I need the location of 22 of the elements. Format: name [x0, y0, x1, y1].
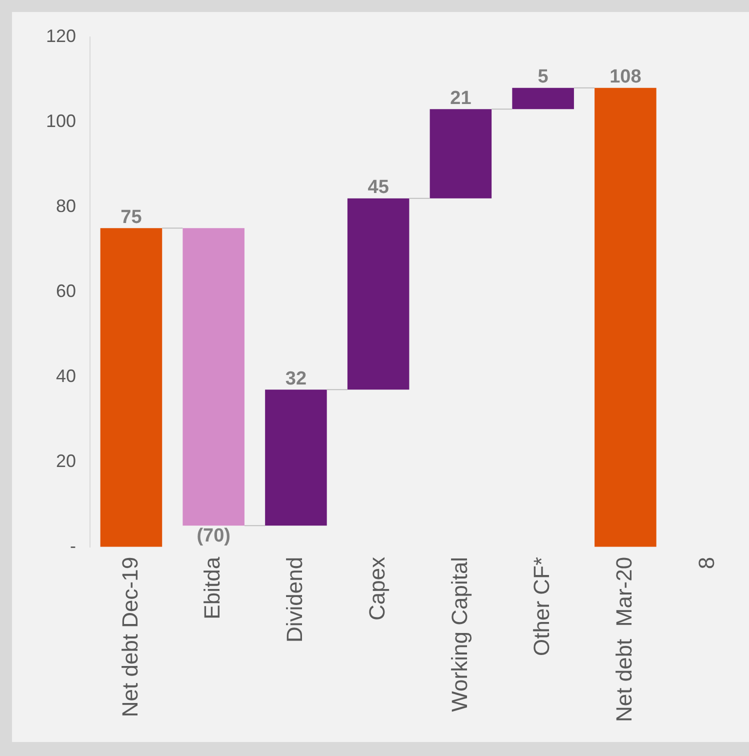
x-tick-label: Net debt Mar-20 [612, 556, 637, 722]
y-tick-label: 60 [56, 280, 76, 301]
x-tick-label: Capex [364, 556, 390, 621]
data-label: 32 [285, 368, 307, 390]
data-label: (70) [196, 525, 230, 546]
y-tick-label: 20 [56, 450, 76, 471]
x-tick-label: Working Capital [446, 556, 472, 712]
y-tick-label: 120 [46, 26, 76, 46]
x-tick-label: Ebitda [200, 556, 225, 620]
x-tick-label: Net debt Dec-19 [117, 556, 142, 718]
data-label: 75 [120, 206, 142, 228]
data-label: 5 [538, 66, 549, 88]
x-tick-label: Other CF* [529, 556, 554, 656]
y-tick-label: 40 [56, 366, 76, 386]
y-tick-label: 80 [56, 196, 76, 216]
data-label: 45 [368, 177, 390, 198]
data-label: 108 [610, 66, 642, 88]
y-tick-label: - [70, 536, 76, 556]
data-label: 21 [450, 88, 472, 109]
x-tick-label: 8 [694, 556, 719, 570]
x-tick-label: Dividend [282, 556, 308, 643]
y-tick-label: 100 [46, 110, 76, 131]
